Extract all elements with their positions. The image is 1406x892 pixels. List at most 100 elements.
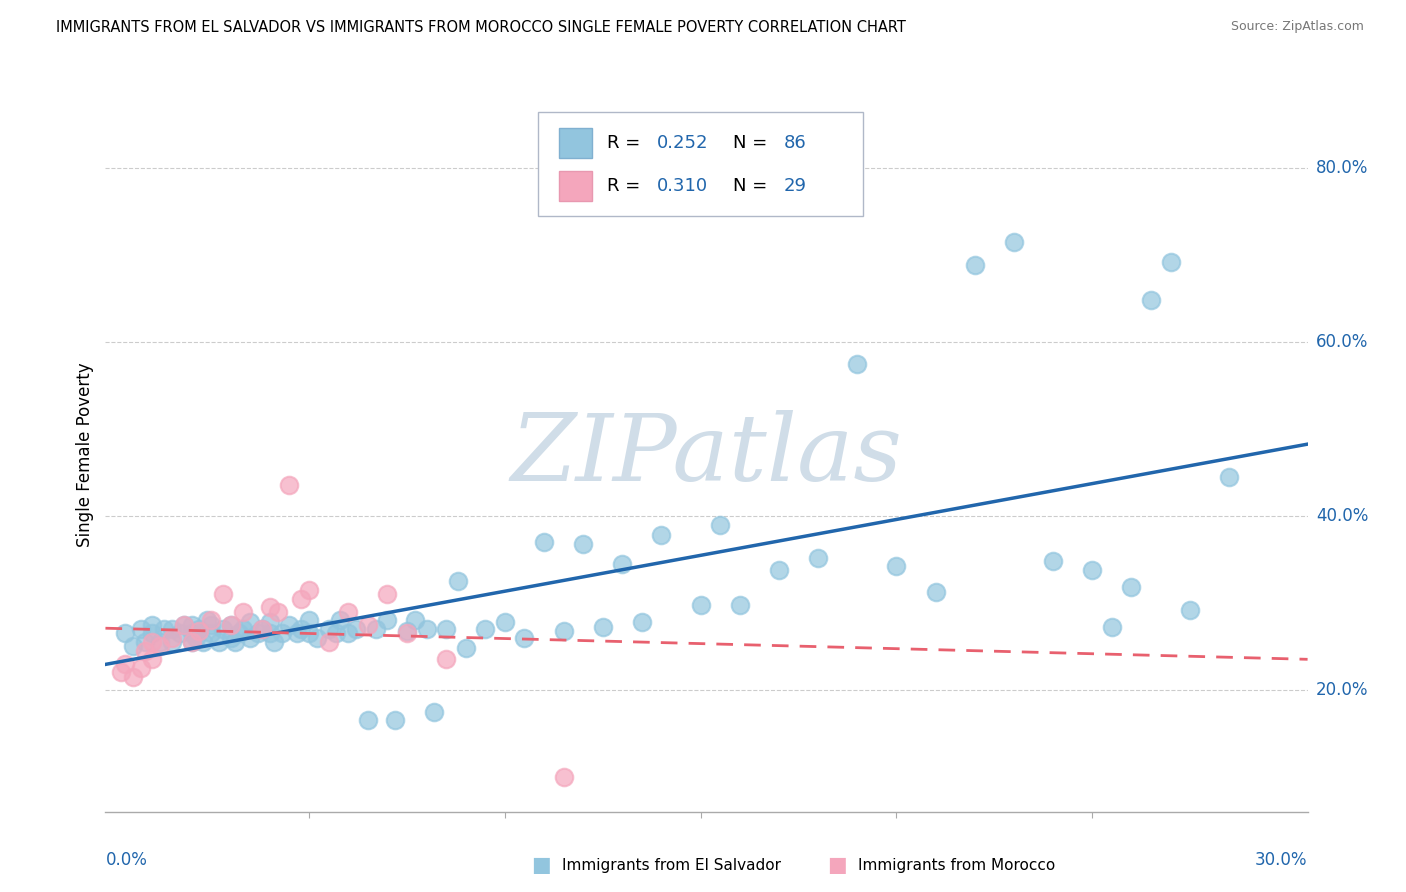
Point: [924, 585, 946, 599]
Point: [494, 615, 516, 629]
Point: [963, 258, 986, 272]
Point: [188, 624, 211, 638]
Point: [219, 617, 242, 632]
Text: 20.0%: 20.0%: [1316, 681, 1368, 699]
Text: 80.0%: 80.0%: [1316, 159, 1368, 177]
Point: [121, 670, 143, 684]
Point: [325, 626, 347, 640]
Point: [141, 652, 163, 666]
Point: [434, 622, 457, 636]
Text: N =: N =: [733, 134, 773, 152]
Point: [447, 574, 470, 588]
Point: [298, 613, 321, 627]
Point: [160, 622, 183, 636]
Point: [149, 635, 172, 649]
Point: [474, 622, 496, 636]
Text: 40.0%: 40.0%: [1316, 507, 1368, 524]
Point: [533, 535, 555, 549]
Point: [141, 617, 163, 632]
Point: [768, 563, 790, 577]
Text: R =: R =: [607, 134, 645, 152]
Text: Immigrants from Morocco: Immigrants from Morocco: [858, 858, 1054, 872]
Point: [592, 620, 614, 634]
Point: [1101, 620, 1123, 634]
Point: [188, 622, 211, 636]
Text: 0.252: 0.252: [657, 134, 709, 152]
Point: [129, 661, 152, 675]
Point: [267, 605, 290, 619]
Point: [329, 613, 352, 627]
Point: [1160, 254, 1182, 268]
Point: [298, 626, 321, 640]
Point: [377, 613, 399, 627]
Point: [224, 635, 246, 649]
Point: [259, 615, 281, 629]
Point: [200, 626, 222, 640]
Point: [846, 357, 869, 371]
Text: 0.310: 0.310: [657, 177, 709, 194]
Point: [513, 631, 536, 645]
Point: [228, 626, 250, 640]
Point: [1121, 580, 1143, 594]
Point: [650, 528, 672, 542]
Point: [807, 550, 830, 565]
Text: R =: R =: [607, 177, 645, 194]
Text: 0.0%: 0.0%: [105, 851, 148, 869]
Point: [219, 631, 242, 645]
Point: [153, 622, 176, 636]
Point: [344, 622, 367, 636]
Point: [239, 631, 262, 645]
Point: [193, 635, 215, 649]
Point: [141, 635, 163, 649]
Point: [247, 626, 270, 640]
Y-axis label: Single Female Poverty: Single Female Poverty: [76, 363, 94, 547]
Point: [231, 622, 253, 636]
Text: ■: ■: [531, 855, 551, 875]
Point: [263, 635, 285, 649]
Point: [423, 705, 446, 719]
Point: [278, 478, 301, 492]
FancyBboxPatch shape: [558, 171, 592, 201]
Point: [195, 613, 218, 627]
Point: [415, 622, 437, 636]
Point: [318, 635, 340, 649]
Point: [454, 641, 477, 656]
Point: [689, 598, 711, 612]
Point: [184, 631, 207, 645]
Point: [208, 635, 231, 649]
Point: [121, 640, 143, 654]
Point: [219, 617, 242, 632]
Point: [200, 617, 222, 632]
Text: IMMIGRANTS FROM EL SALVADOR VS IMMIGRANTS FROM MOROCCO SINGLE FEMALE POVERTY COR: IMMIGRANTS FROM EL SALVADOR VS IMMIGRANT…: [56, 20, 905, 35]
FancyBboxPatch shape: [538, 112, 863, 216]
Point: [160, 631, 183, 645]
Text: 29: 29: [783, 177, 807, 194]
Point: [318, 622, 340, 636]
FancyBboxPatch shape: [558, 128, 592, 158]
Point: [173, 617, 195, 632]
Text: 86: 86: [783, 134, 806, 152]
Point: [298, 582, 321, 597]
Point: [200, 613, 222, 627]
Point: [305, 631, 328, 645]
Point: [231, 605, 253, 619]
Point: [250, 622, 273, 636]
Point: [129, 622, 152, 636]
Text: Immigrants from El Salvador: Immigrants from El Salvador: [562, 858, 782, 872]
Point: [1140, 293, 1163, 307]
Point: [572, 537, 595, 551]
Text: ZIPatlas: ZIPatlas: [510, 410, 903, 500]
Point: [110, 665, 132, 680]
Text: 60.0%: 60.0%: [1316, 333, 1368, 351]
Point: [134, 635, 156, 649]
Point: [395, 626, 418, 640]
Text: N =: N =: [733, 177, 773, 194]
Point: [114, 657, 136, 671]
Point: [612, 557, 634, 571]
Point: [169, 626, 191, 640]
Point: [160, 635, 183, 649]
Point: [404, 613, 426, 627]
Point: [114, 626, 136, 640]
Point: [290, 591, 312, 606]
Point: [357, 714, 380, 728]
